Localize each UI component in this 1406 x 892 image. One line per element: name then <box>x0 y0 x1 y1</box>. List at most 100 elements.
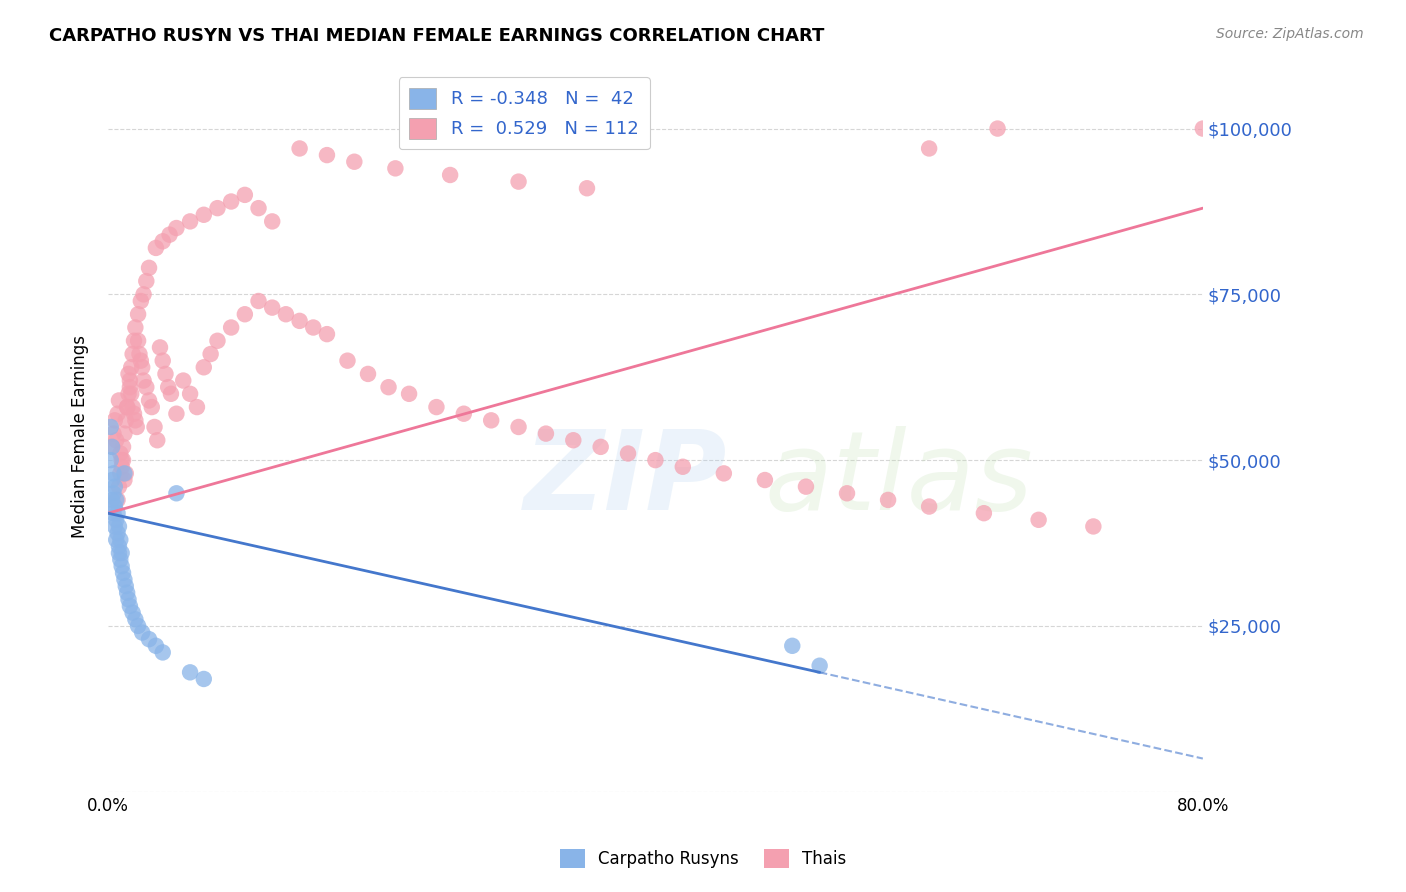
Point <box>117 592 139 607</box>
Point <box>124 413 146 427</box>
Point <box>125 420 148 434</box>
Point <box>207 201 229 215</box>
Point <box>508 420 530 434</box>
Point <box>146 434 169 448</box>
Point <box>918 141 941 155</box>
Legend: R = -0.348   N =  42, R =  0.529   N = 112: R = -0.348 N = 42, R = 0.529 N = 112 <box>398 77 650 149</box>
Point <box>105 533 128 547</box>
Point <box>425 400 447 414</box>
Point <box>165 407 187 421</box>
Point <box>479 413 502 427</box>
Point <box>114 413 136 427</box>
Point <box>118 374 141 388</box>
Point <box>131 360 153 375</box>
Point <box>186 400 208 414</box>
Point <box>780 639 803 653</box>
Point <box>193 672 215 686</box>
Point <box>193 360 215 375</box>
Point <box>104 480 127 494</box>
Text: ZIP: ZIP <box>524 426 727 533</box>
Point <box>145 241 167 255</box>
Point <box>160 387 183 401</box>
Point <box>233 187 256 202</box>
Point <box>193 208 215 222</box>
Point <box>877 492 900 507</box>
Point <box>135 274 157 288</box>
Point <box>918 500 941 514</box>
Point <box>141 400 163 414</box>
Point <box>835 486 858 500</box>
Point <box>112 453 135 467</box>
Point <box>288 141 311 155</box>
Point <box>672 459 695 474</box>
Point <box>101 473 124 487</box>
Point <box>138 632 160 647</box>
Text: Source: ZipAtlas.com: Source: ZipAtlas.com <box>1216 27 1364 41</box>
Point <box>108 480 131 494</box>
Point <box>453 407 475 421</box>
Point <box>114 467 136 481</box>
Point <box>1028 513 1050 527</box>
Point <box>617 446 640 460</box>
Point <box>343 154 366 169</box>
Point <box>100 420 122 434</box>
Point <box>105 513 128 527</box>
Point <box>111 453 134 467</box>
Point <box>103 506 125 520</box>
Point <box>112 426 135 441</box>
Point <box>131 625 153 640</box>
Point <box>1192 121 1215 136</box>
Point <box>127 619 149 633</box>
Point <box>104 413 127 427</box>
Point <box>152 353 174 368</box>
Point <box>117 367 139 381</box>
Point <box>112 440 135 454</box>
Point <box>129 293 152 308</box>
Point <box>110 533 132 547</box>
Point <box>262 214 284 228</box>
Point <box>713 467 735 481</box>
Point <box>110 446 132 460</box>
Point <box>302 320 325 334</box>
Point <box>135 380 157 394</box>
Text: CARPATHO RUSYN VS THAI MEDIAN FEMALE EARNINGS CORRELATION CHART: CARPATHO RUSYN VS THAI MEDIAN FEMALE EAR… <box>49 27 824 45</box>
Point <box>179 387 201 401</box>
Point <box>316 327 339 342</box>
Point <box>107 506 129 520</box>
Point <box>336 353 359 368</box>
Point <box>115 400 138 414</box>
Point <box>179 214 201 228</box>
Point <box>132 287 155 301</box>
Point <box>562 434 585 448</box>
Point <box>101 492 124 507</box>
Point <box>398 387 420 401</box>
Point <box>112 566 135 580</box>
Point <box>132 374 155 388</box>
Point <box>101 440 124 454</box>
Point <box>152 235 174 249</box>
Point <box>111 546 134 560</box>
Point <box>247 293 270 308</box>
Point <box>288 314 311 328</box>
Point <box>1083 519 1105 533</box>
Point <box>172 374 194 388</box>
Point <box>108 546 131 560</box>
Point <box>104 500 127 514</box>
Point <box>128 347 150 361</box>
Point <box>107 492 129 507</box>
Point <box>377 380 399 394</box>
Point <box>589 440 612 454</box>
Point <box>973 506 995 520</box>
Point <box>122 407 145 421</box>
Point <box>754 473 776 487</box>
Point <box>108 393 131 408</box>
Point <box>124 320 146 334</box>
Point <box>120 360 142 375</box>
Point <box>114 579 136 593</box>
Point <box>143 420 166 434</box>
Point <box>112 467 135 481</box>
Point <box>179 665 201 680</box>
Point <box>112 573 135 587</box>
Point <box>152 645 174 659</box>
Point <box>103 467 125 481</box>
